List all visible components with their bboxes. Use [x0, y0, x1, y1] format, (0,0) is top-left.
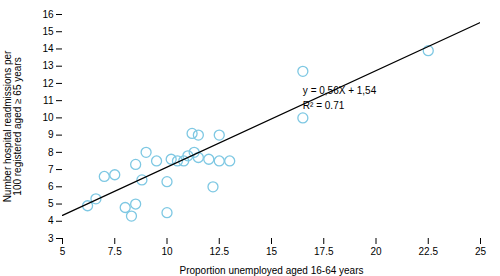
- svg-text:12: 12: [42, 78, 54, 89]
- svg-text:15: 15: [42, 26, 54, 37]
- svg-text:10: 10: [42, 112, 54, 123]
- svg-text:7.5: 7.5: [108, 246, 122, 257]
- svg-text:11: 11: [43, 95, 54, 106]
- svg-text:15: 15: [266, 246, 278, 257]
- svg-text:Number hospital readmissions p: Number hospital readmissions per100 regi…: [2, 50, 23, 202]
- svg-text:14: 14: [42, 43, 54, 54]
- svg-text:16: 16: [42, 9, 54, 20]
- svg-text:17.5: 17.5: [314, 246, 334, 257]
- svg-text:10: 10: [161, 246, 173, 257]
- svg-text:22.5: 22.5: [419, 246, 439, 257]
- svg-text:13: 13: [42, 60, 54, 71]
- svg-text:8: 8: [48, 147, 54, 158]
- svg-text:y = 0,56X + 1,54: y = 0,56X + 1,54: [303, 85, 377, 96]
- svg-text:5: 5: [60, 246, 66, 257]
- svg-text:3: 3: [48, 233, 54, 244]
- svg-text:20: 20: [370, 246, 382, 257]
- svg-text:5: 5: [48, 198, 54, 209]
- svg-text:7: 7: [48, 164, 54, 175]
- svg-text:9: 9: [48, 129, 54, 140]
- svg-text:25: 25: [475, 246, 487, 257]
- svg-text:6: 6: [48, 181, 54, 192]
- svg-text:12.5: 12.5: [210, 246, 230, 257]
- svg-text:Proportion unemployed aged 16-: Proportion unemployed aged 16-64 years: [179, 265, 363, 276]
- svg-text:R² = 0.71: R² = 0.71: [303, 100, 345, 111]
- svg-text:4: 4: [48, 215, 54, 226]
